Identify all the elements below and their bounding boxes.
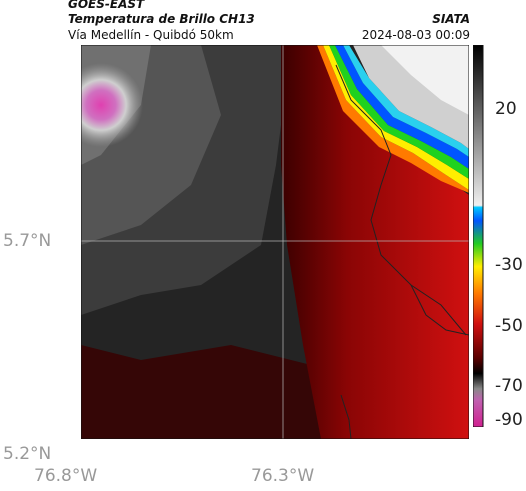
colorbar-tick-20: 20 xyxy=(495,99,517,119)
colorbar-gradient xyxy=(473,45,484,427)
municipal-border-south xyxy=(340,394,352,439)
colorbar-tick-minus50: -50 xyxy=(495,316,523,336)
temp-band-yellow xyxy=(323,45,469,190)
temp-band-green xyxy=(329,45,469,179)
municipal-border xyxy=(410,284,469,336)
colorbar xyxy=(473,45,484,427)
lat-label-5-2: 5.2°N xyxy=(3,444,52,464)
datetime-label: 2024-08-03 00:09 xyxy=(361,28,470,42)
temp-band-cyan xyxy=(343,45,469,157)
product-title: Temperatura de Brillo CH13 xyxy=(68,12,255,26)
map-panel xyxy=(81,45,469,439)
colorbar-tick-minus70: -70 xyxy=(495,376,523,396)
lon-label-76-8: 76.8°W xyxy=(34,466,98,486)
route-subtitle: Vía Medellín - Quibdó 50km xyxy=(68,28,234,42)
warm-land-area xyxy=(281,45,469,439)
colorbar-tick-minus30: -30 xyxy=(495,255,523,275)
convective-hotspot xyxy=(81,63,143,147)
temp-band-blue xyxy=(335,45,469,169)
org-label: SIATA xyxy=(432,12,470,26)
colorbar-tick-minus90: -90 xyxy=(495,410,523,430)
warmest-clear-area xyxy=(381,45,469,115)
department-border xyxy=(335,64,467,336)
lon-label-76-3: 76.3°W xyxy=(251,466,315,486)
lat-label-5-7: 5.7°N xyxy=(3,231,52,251)
satellite-title: GOES-EAST xyxy=(68,0,145,11)
